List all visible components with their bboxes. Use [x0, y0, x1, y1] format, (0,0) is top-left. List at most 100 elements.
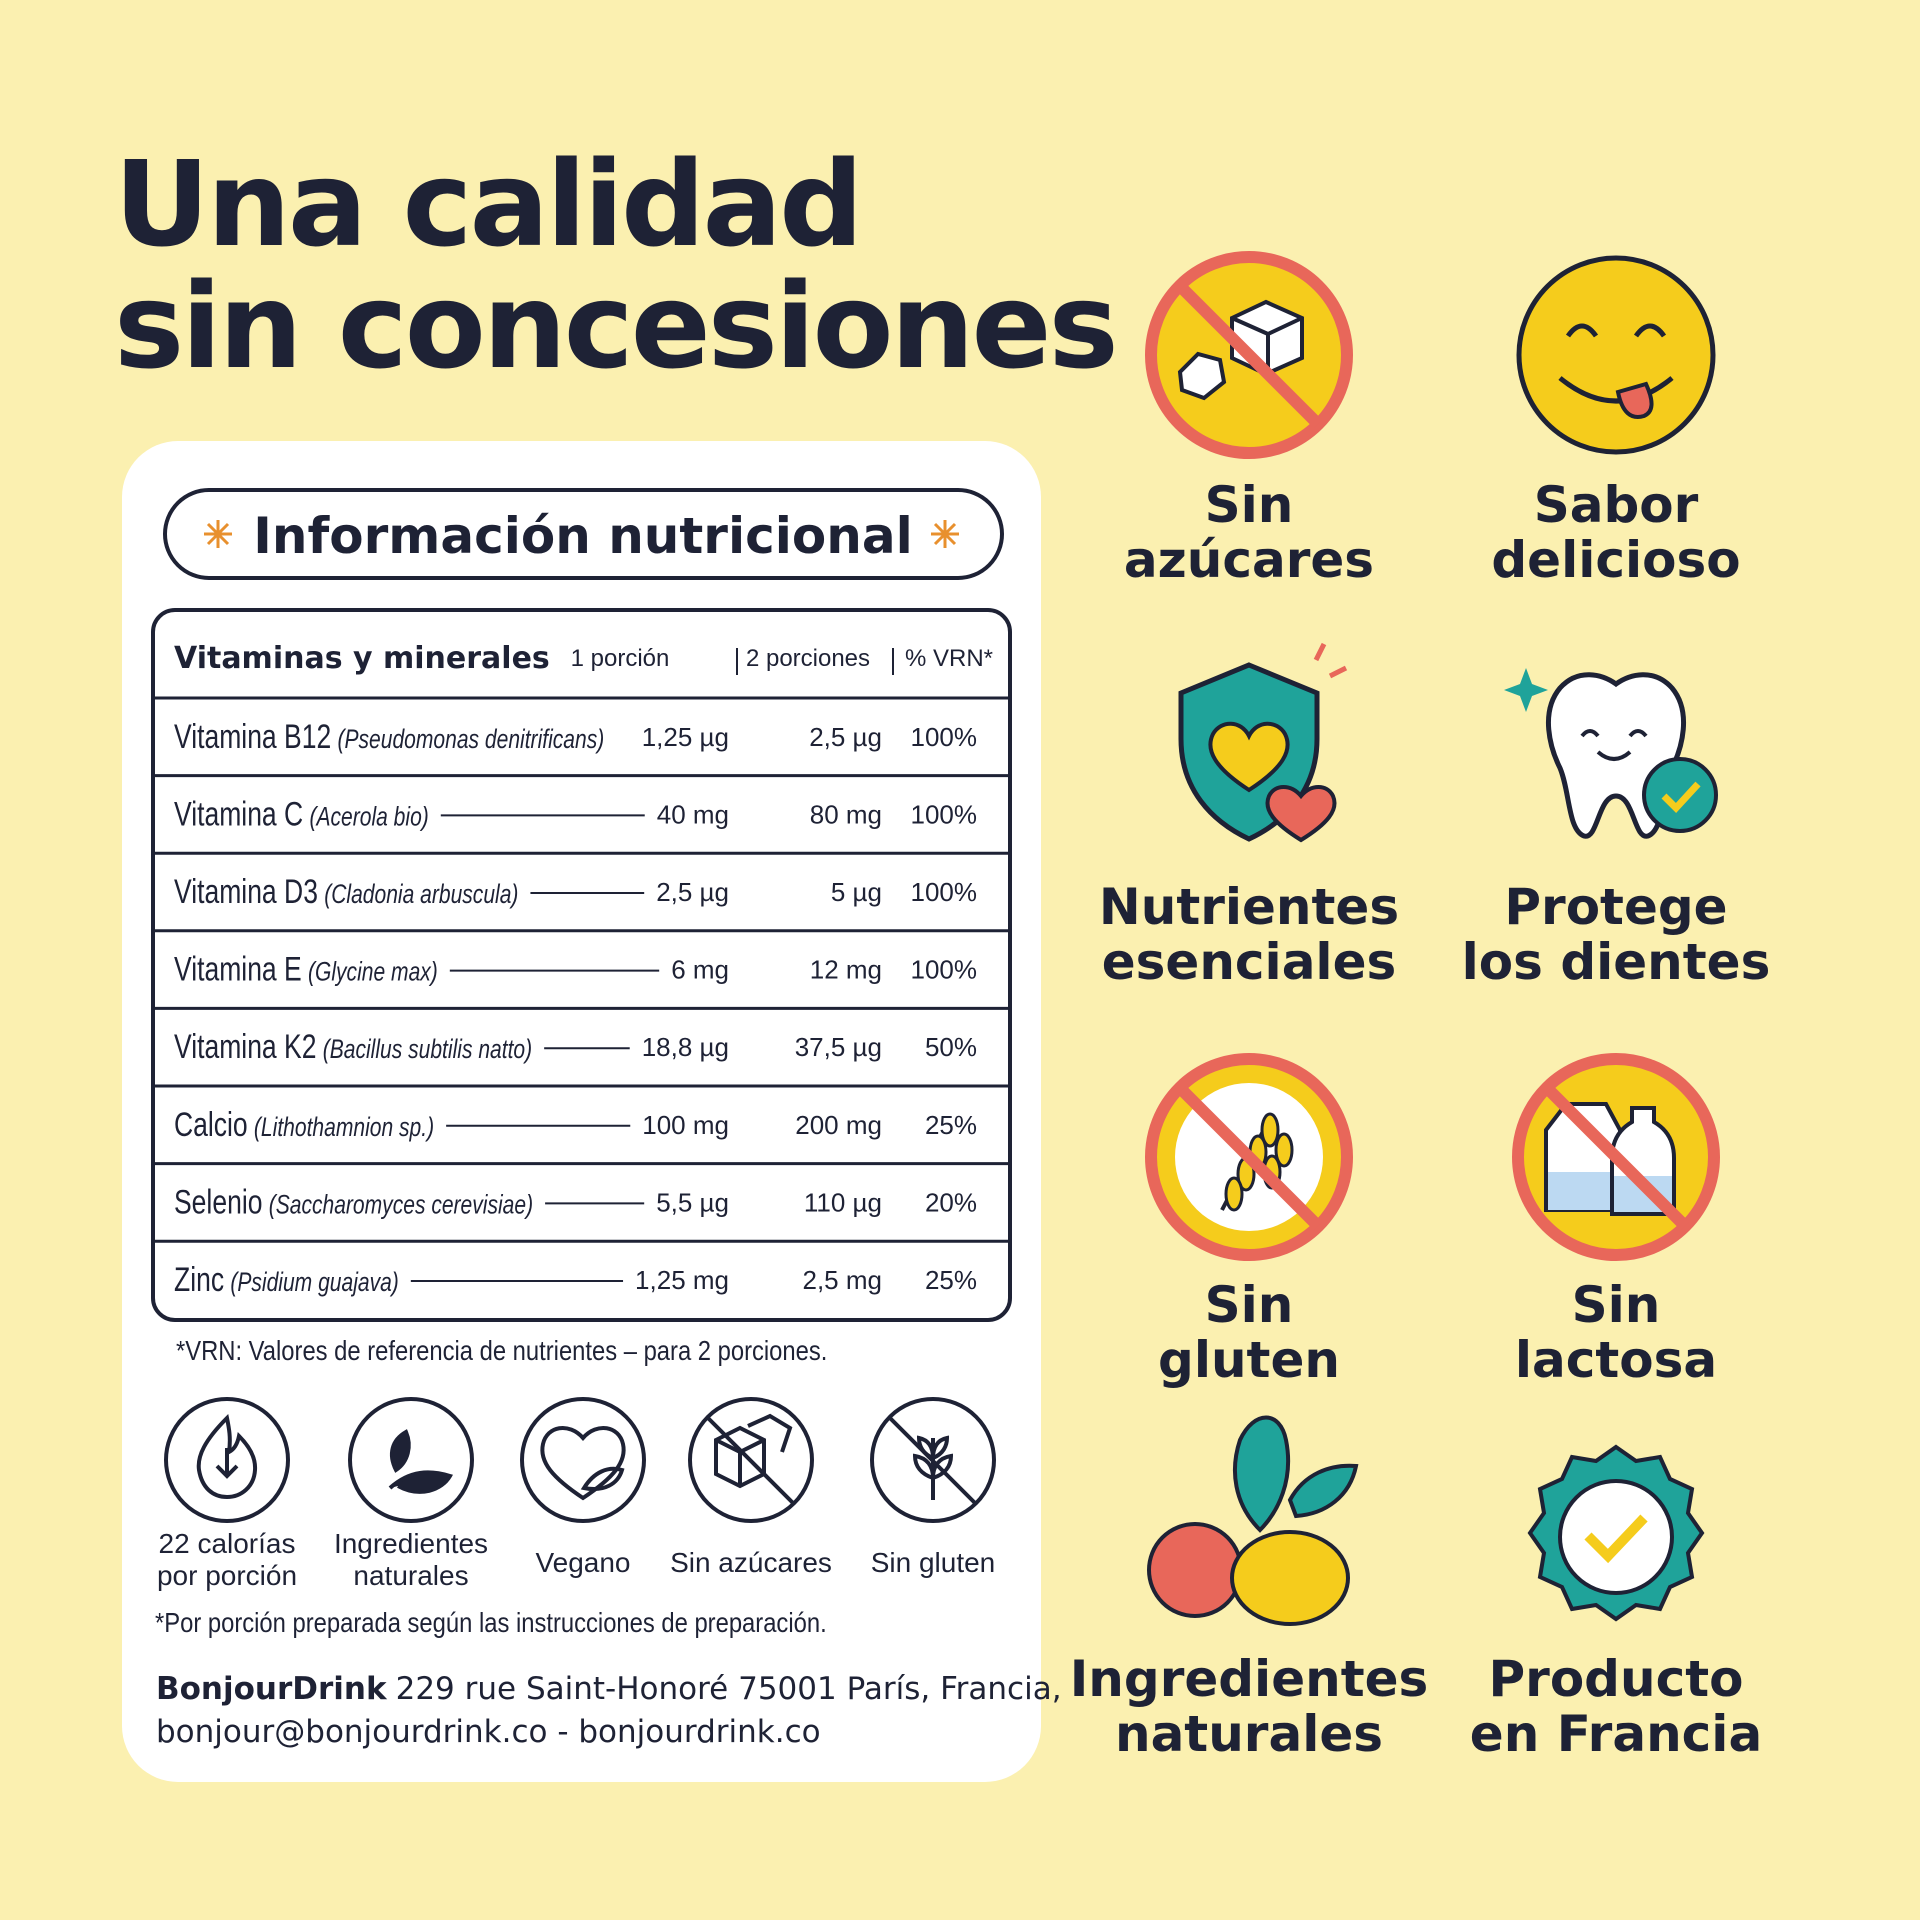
nutrient-source: (Saccharomyces cerevisiae)	[269, 1190, 533, 1220]
icon-shape	[1233, 1415, 1291, 1533]
icon-smile	[1516, 255, 1716, 455]
vrn: 50%	[925, 1032, 977, 1062]
serving-2: 2,5 µg	[809, 722, 882, 752]
feature-label: Sin	[1205, 476, 1294, 534]
feature-label: gluten	[1158, 1331, 1340, 1389]
icon-fruits	[1147, 1415, 1359, 1626]
row-label: Vitamina C (Acerola bio)	[174, 795, 429, 833]
serving-2: 12 mg	[810, 955, 882, 985]
icon-shape	[1147, 1522, 1243, 1618]
icon-shape	[1661, 781, 1701, 814]
icon-shape	[164, 1397, 290, 1523]
table-frame	[151, 608, 1012, 1322]
serving-2: 37,5 µg	[795, 1032, 882, 1062]
badge-label: 22 calorías	[159, 1528, 296, 1559]
nutrient-source: (Pseudomonas denitrificans)	[337, 724, 604, 754]
icon-shape	[912, 1435, 954, 1500]
feature-label: Sin	[1205, 1276, 1294, 1334]
icon-shape	[1177, 351, 1227, 401]
feature-label: Nutrientes	[1099, 878, 1399, 936]
icon-shape	[870, 1397, 996, 1523]
icon-shape	[688, 1397, 814, 1523]
icon-shape	[888, 1416, 978, 1506]
feature-label: delicioso	[1491, 531, 1740, 589]
serving-1: 100 mg	[642, 1110, 729, 1140]
nutrient-source: (Bacillus subtilis natto)	[323, 1035, 532, 1065]
icon-shape	[1584, 1514, 1648, 1564]
icon-shape	[520, 1397, 646, 1523]
serving-2: 200 mg	[795, 1110, 882, 1140]
table-header: Vitaminas y minerales	[174, 641, 550, 676]
icon-shape	[1208, 721, 1290, 793]
nutrient-name: Vitamina B12	[174, 718, 331, 756]
nutrient-name: Calcio	[174, 1106, 248, 1144]
badge-label: Ingredientes	[334, 1528, 488, 1559]
serving-2: 2,5 mg	[803, 1265, 883, 1295]
icon-shape	[1265, 785, 1337, 843]
icon-shape	[1313, 642, 1348, 679]
icon-shape	[1230, 1530, 1350, 1626]
row-label: Calcio (Lithothamnion sp.)	[174, 1106, 434, 1144]
row-label: Vitamina B12 (Pseudomonas denitrificans)	[174, 718, 604, 756]
note: *Por porción preparada según las instruc…	[155, 1606, 827, 1638]
icon-shape	[1177, 1085, 1323, 1231]
icon-shape	[389, 1429, 411, 1473]
nutrient-name: Zinc	[174, 1261, 224, 1299]
icon-shape	[1224, 1176, 1244, 1212]
feature-label: naturales	[1115, 1705, 1383, 1763]
vrn: 100%	[911, 722, 978, 752]
icon-shape	[1548, 1172, 1618, 1210]
badge-label: Vegano	[536, 1547, 631, 1578]
nutrient-source: (Acerola bio)	[309, 802, 428, 832]
column-header: 1 porción	[571, 645, 670, 672]
icon-no-sugar	[1145, 251, 1353, 459]
vrn: 100%	[911, 955, 978, 985]
nutrient-name: Selenio	[174, 1183, 262, 1221]
icon-no-lactose	[1512, 1053, 1720, 1261]
vrn: 20%	[925, 1187, 977, 1217]
feature-label: los dientes	[1462, 933, 1771, 991]
title-line: sin concesiones	[114, 257, 1116, 395]
icon-shape	[1558, 1479, 1674, 1595]
serving-1: 40 mg	[657, 799, 729, 829]
nutrient-source: (Glycine max)	[308, 957, 438, 987]
badge-label: Sin azúcares	[670, 1547, 832, 1578]
feature-label: esenciales	[1102, 933, 1397, 991]
icon-shape	[204, 520, 232, 548]
icon-shape	[1177, 283, 1323, 429]
icon-shape	[1642, 757, 1718, 833]
icon-shape	[215, 1448, 239, 1479]
column-header: 2 porciones	[746, 645, 870, 672]
serving-2: 110 µg	[804, 1187, 882, 1217]
serving-1: 2,5 µg	[656, 877, 729, 907]
feature-label: Protege	[1504, 878, 1727, 936]
heading-pill	[163, 488, 1004, 580]
feature-label: Sabor	[1534, 476, 1699, 534]
icon-shape	[540, 1426, 626, 1501]
serving-2: 5 µg	[831, 877, 882, 907]
footnote: *VRN: Valores de referencia de nutriente…	[176, 1334, 827, 1366]
icon-shape	[1580, 729, 1648, 761]
feature-label: azúcares	[1124, 531, 1374, 589]
vrn: 25%	[925, 1110, 977, 1140]
icon-shape	[1516, 255, 1716, 455]
icon-shape	[1274, 1132, 1294, 1168]
brand: BonjourDrink	[156, 1671, 388, 1707]
serving-1: 1,25 mg	[635, 1265, 729, 1295]
serving-1: 18,8 µg	[642, 1032, 729, 1062]
serving-1: 1,25 µg	[642, 722, 729, 752]
row-label: Selenio (Saccharomyces cerevisiae)	[174, 1183, 533, 1221]
title-line: Una calidad	[114, 135, 861, 273]
card-heading: Información nutricional	[253, 507, 912, 565]
feature-label: en Francia	[1470, 1705, 1762, 1763]
icon-shape	[388, 1470, 453, 1494]
serving-1: 6 mg	[671, 955, 729, 985]
badge-label: Sin gluten	[871, 1547, 996, 1578]
badge-label: por porción	[157, 1560, 297, 1591]
serving-2: 80 mg	[810, 799, 882, 829]
icon-shape	[1260, 1112, 1280, 1148]
vrn: 100%	[911, 799, 978, 829]
icon-shield	[1178, 642, 1348, 843]
